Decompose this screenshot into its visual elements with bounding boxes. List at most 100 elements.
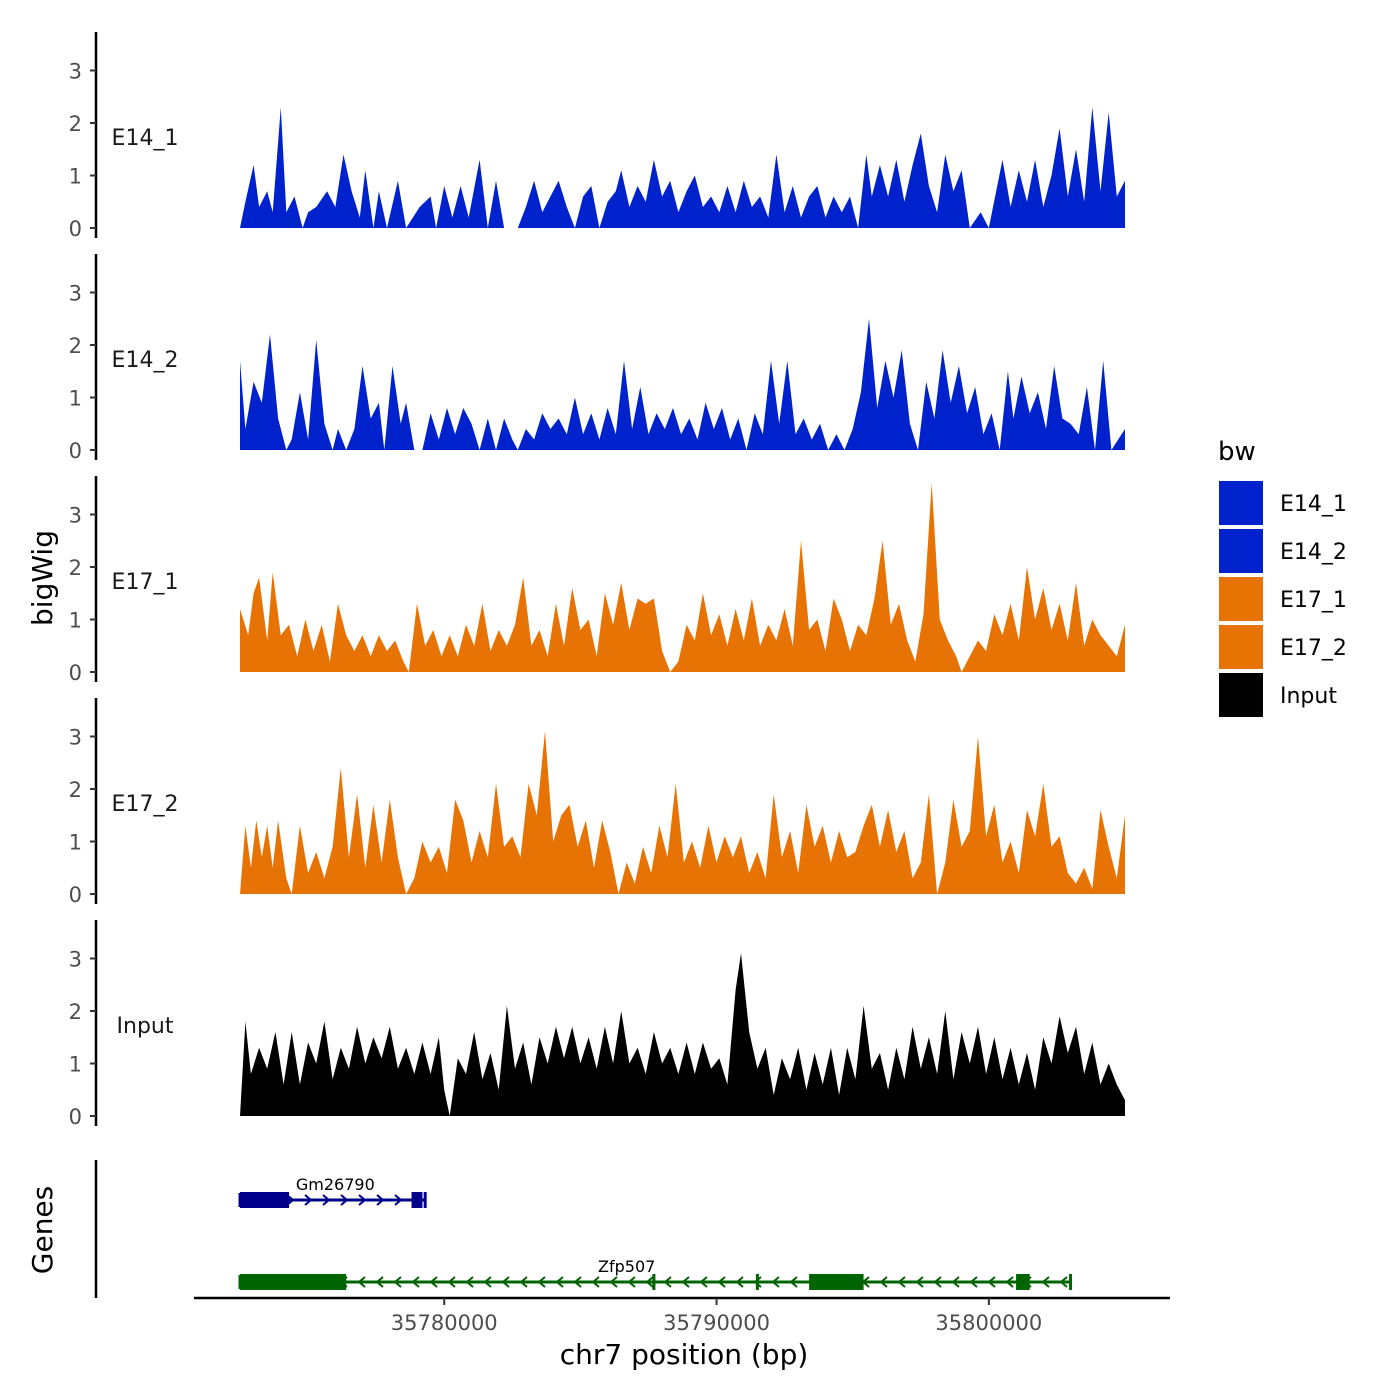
y-tick-label: 1 <box>69 609 82 633</box>
strand-arrow <box>681 1276 690 1288</box>
y-tick-label: 3 <box>69 282 82 306</box>
y-tick-label: 3 <box>69 60 82 84</box>
strand-arrow <box>501 1276 510 1288</box>
y-tick-label: 1 <box>69 831 82 855</box>
legend: bw E14_1 E14_2 E17_1 E17_2 Input <box>1217 437 1347 719</box>
strand-arrow <box>627 1276 636 1288</box>
gene-exon <box>411 1192 423 1208</box>
strand-arrow <box>1041 1276 1050 1288</box>
legend-item-E17_1: E17_1 <box>1217 575 1347 623</box>
strand-arrow <box>771 1276 780 1288</box>
strand-arrow <box>969 1276 978 1288</box>
strand-arrow <box>394 1194 403 1206</box>
y-tick-label: 1 <box>69 165 82 189</box>
coverage-area-E17_2 <box>240 731 1125 894</box>
legend-item-E14_1: E14_1 <box>1217 479 1347 527</box>
strand-arrow <box>537 1276 546 1288</box>
strand-arrow <box>789 1276 798 1288</box>
coverage-area-E14_2 <box>240 318 1125 450</box>
y-tick-label: 2 <box>69 778 82 802</box>
legend-label: E14_2 <box>1280 540 1347 565</box>
legend-swatch <box>1217 623 1265 671</box>
strand-arrow <box>699 1276 708 1288</box>
strand-arrow <box>987 1276 996 1288</box>
strand-arrow <box>340 1194 349 1206</box>
gene-exon <box>809 1274 864 1290</box>
legend-swatch <box>1217 575 1265 623</box>
strand-arrow <box>645 1276 654 1288</box>
strand-arrow <box>393 1276 402 1288</box>
strand-arrow <box>915 1276 924 1288</box>
strand-arrow <box>519 1276 528 1288</box>
track-label: E17_2 <box>112 792 179 817</box>
x-tick-label: 35800000 <box>935 1311 1042 1335</box>
strand-arrow <box>753 1276 762 1288</box>
track-E17_2: 0 1 2 3 E17_2 <box>69 698 1125 907</box>
y-tick-label: 2 <box>69 112 82 136</box>
coverage-area-E17_1 <box>240 483 1125 672</box>
legend-label: E17_1 <box>1280 588 1347 613</box>
gene-Zfp507: Zfp507 <box>238 1257 1073 1290</box>
legend-item-E17_2: E17_2 <box>1217 623 1347 671</box>
genes-axis-title: Genes <box>26 1186 59 1274</box>
gene-Gm26790: Gm26790 <box>238 1175 427 1208</box>
legend-item-E14_2: E14_2 <box>1217 527 1347 575</box>
y-tick-label: 1 <box>69 1053 82 1077</box>
strand-arrow <box>1005 1276 1014 1288</box>
track-E17_1: 0 1 2 3 E17_1 <box>69 476 1125 685</box>
y-tick-label: 2 <box>69 334 82 358</box>
track-label: E17_1 <box>112 570 179 595</box>
track-label: E14_2 <box>112 348 179 373</box>
strand-arrow <box>879 1276 888 1288</box>
legend-item-Input: Input <box>1217 671 1337 719</box>
legend-label: Input <box>1280 684 1337 709</box>
strand-arrow <box>735 1276 744 1288</box>
legend-label: E17_2 <box>1280 636 1347 661</box>
x-axis: 35780000 35790000 35800000 <box>194 1296 1170 1335</box>
y-tick-label: 0 <box>69 1105 82 1129</box>
gene-label: Zfp507 <box>598 1257 655 1276</box>
y-axis-title: bigWig <box>26 530 59 626</box>
strand-arrow <box>411 1276 420 1288</box>
y-tick-label: 0 <box>69 883 82 907</box>
strand-arrow <box>465 1276 474 1288</box>
gene-label: Gm26790 <box>296 1175 375 1194</box>
track-label: E14_1 <box>112 126 179 151</box>
x-axis-title: chr7 position (bp) <box>560 1338 809 1371</box>
coverage-area-E14_1 <box>240 107 1125 228</box>
y-tick-label: 0 <box>69 661 82 685</box>
y-tick-label: 3 <box>69 948 82 972</box>
strand-arrow <box>375 1276 384 1288</box>
strand-arrow <box>573 1276 582 1288</box>
strand-arrow <box>322 1194 331 1206</box>
y-tick-label: 3 <box>69 504 82 528</box>
strand-arrow <box>663 1276 672 1288</box>
strand-arrow <box>609 1276 618 1288</box>
strand-arrow <box>555 1276 564 1288</box>
track-E14_2: 0 1 2 3 E14_2 <box>69 254 1125 463</box>
y-tick-label: 0 <box>69 439 82 463</box>
legend-label: E14_1 <box>1280 492 1347 517</box>
strand-arrow <box>897 1276 906 1288</box>
strand-arrow <box>591 1276 600 1288</box>
y-tick-label: 3 <box>69 726 82 750</box>
gene-exon <box>1016 1274 1030 1290</box>
strand-arrow <box>717 1276 726 1288</box>
track-label: Input <box>117 1014 174 1039</box>
strand-arrow <box>447 1276 456 1288</box>
legend-swatch <box>1217 671 1265 719</box>
y-tick-label: 0 <box>69 217 82 241</box>
strand-arrow <box>429 1276 438 1288</box>
strand-arrow <box>376 1194 385 1206</box>
x-tick-label: 35780000 <box>391 1311 498 1335</box>
track-E14_1: 0 1 2 3 E14_1 <box>69 32 1125 241</box>
gene-exon <box>240 1192 290 1208</box>
track-Input: 0 1 2 3 Input <box>69 920 1125 1129</box>
legend-swatch <box>1217 479 1265 527</box>
strand-arrow <box>357 1276 366 1288</box>
gene-exon <box>240 1274 347 1290</box>
y-tick-label: 1 <box>69 387 82 411</box>
strand-arrow <box>1059 1276 1068 1288</box>
strand-arrow <box>951 1276 960 1288</box>
